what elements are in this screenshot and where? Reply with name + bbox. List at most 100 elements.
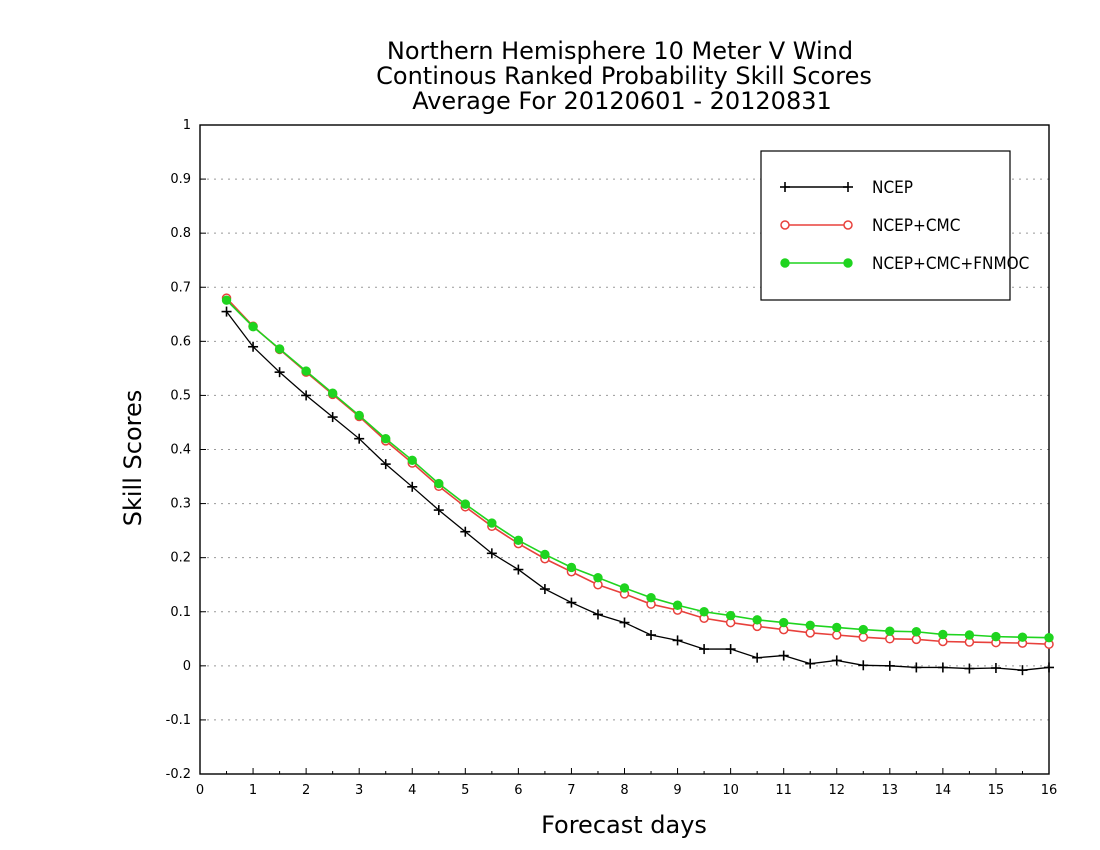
data-point	[407, 481, 418, 492]
title-line-2: Continous Ranked Probability Skill Score…	[376, 62, 872, 90]
data-point	[832, 622, 842, 633]
legend-label: NCEP+CMC+FNMOC	[872, 254, 1029, 274]
data-point	[513, 564, 524, 575]
data-point	[619, 617, 630, 628]
data-point	[858, 632, 869, 642]
data-point	[221, 306, 232, 317]
legend-marker	[780, 182, 790, 192]
x-tick-label: 8	[620, 783, 628, 798]
data-point	[221, 295, 232, 305]
data-point	[434, 478, 444, 489]
data-point	[327, 388, 338, 398]
data-point	[938, 629, 948, 640]
axes: -0.2-0.100.10.20.30.40.50.60.70.80.910 1 2…	[166, 118, 1058, 798]
data-point	[381, 433, 391, 444]
data-point	[354, 433, 365, 444]
data-point	[805, 658, 816, 669]
legend-label: NCEP+CMC	[872, 216, 960, 236]
data-point	[487, 518, 497, 528]
y-tick-label: 0.4	[170, 443, 191, 458]
data-point	[964, 663, 975, 674]
x-axis-label: Forecast days	[541, 811, 707, 839]
data-point	[699, 644, 710, 655]
legend-item: NCEP+CMC+FNMOC	[780, 254, 1029, 274]
data-point	[540, 549, 550, 560]
x-tick-label: 13	[882, 783, 899, 798]
data-point	[1017, 632, 1028, 642]
series-line	[226, 311, 1050, 671]
data-point	[592, 609, 603, 620]
series-ncep-cmc-fnmoc	[221, 295, 1054, 643]
data-point	[248, 322, 258, 332]
data-point	[885, 634, 895, 644]
data-point	[778, 617, 789, 628]
data-point	[433, 505, 444, 516]
series-line	[225, 299, 1050, 639]
y-tick-label: 0.1	[170, 605, 191, 620]
data-point	[274, 367, 285, 378]
data-point	[937, 662, 948, 673]
x-tick-label: 1	[249, 783, 257, 798]
data-point	[725, 610, 736, 621]
title-line-3: Average For 20120601 - 20120831	[412, 87, 832, 115]
data-point	[301, 366, 311, 376]
x-tick-label: 7	[567, 783, 575, 798]
data-point	[513, 535, 524, 546]
x-tick-label: 11	[775, 783, 792, 798]
x-tick-label: 10	[722, 783, 739, 798]
legend-marker	[780, 258, 790, 268]
data-point	[699, 607, 709, 617]
data-point	[832, 630, 842, 640]
data-point	[805, 620, 815, 630]
data-point	[566, 597, 577, 608]
data-point	[858, 660, 869, 671]
data-point	[486, 548, 497, 559]
legend-marker	[780, 220, 790, 230]
data-point	[885, 626, 895, 636]
data-point	[990, 662, 1001, 673]
data-point	[884, 660, 895, 671]
y-tick-label: -0.2	[166, 767, 191, 782]
y-tick-label: 1	[183, 118, 191, 133]
x-tick-label: 14	[935, 783, 952, 798]
x-tick-label: 5	[461, 783, 469, 798]
plot-series	[221, 293, 1054, 676]
y-tick-label: 0.3	[170, 497, 191, 512]
data-point	[380, 459, 391, 470]
data-point	[566, 562, 577, 573]
y-tick-label: 0.8	[170, 226, 191, 241]
legend-marker	[843, 182, 853, 192]
data-point	[831, 655, 842, 666]
data-point	[460, 499, 471, 509]
chart-title: Northern Hemisphere 10 Meter V Wind Cont…	[376, 37, 872, 115]
series-ncep-cmc	[221, 293, 1054, 649]
legend-marker	[843, 258, 853, 268]
y-tick-label: 0.7	[170, 280, 191, 295]
data-point	[1044, 662, 1054, 673]
x-tick-label: 3	[355, 783, 363, 798]
x-tick-label: 9	[673, 783, 681, 798]
data-point	[858, 624, 868, 635]
y-tick-label: 0.2	[170, 551, 191, 566]
data-point	[539, 584, 550, 595]
title-line-1: Northern Hemisphere 10 Meter V Wind	[387, 37, 853, 65]
data-point	[725, 644, 736, 655]
y-tick-label: 0	[183, 659, 191, 674]
x-tick-label: 0	[196, 783, 204, 798]
legend: NCEP NCEP+CMC NCEP+CMC+FNMOC	[760, 150, 1029, 301]
data-point	[354, 410, 364, 421]
data-point	[752, 615, 762, 625]
legend-item: NCEP	[780, 178, 913, 198]
data-point	[274, 344, 285, 354]
x-tick-label: 2	[302, 783, 310, 798]
legend-item: NCEP+CMC	[780, 216, 960, 236]
data-point	[672, 600, 683, 610]
plot-frame	[199, 124, 1050, 775]
data-point	[1017, 665, 1028, 676]
data-point	[752, 652, 763, 663]
legend-label: NCEP	[872, 178, 913, 198]
x-tick-label: 4	[408, 783, 416, 798]
data-point	[327, 412, 338, 423]
data-point	[248, 341, 259, 352]
